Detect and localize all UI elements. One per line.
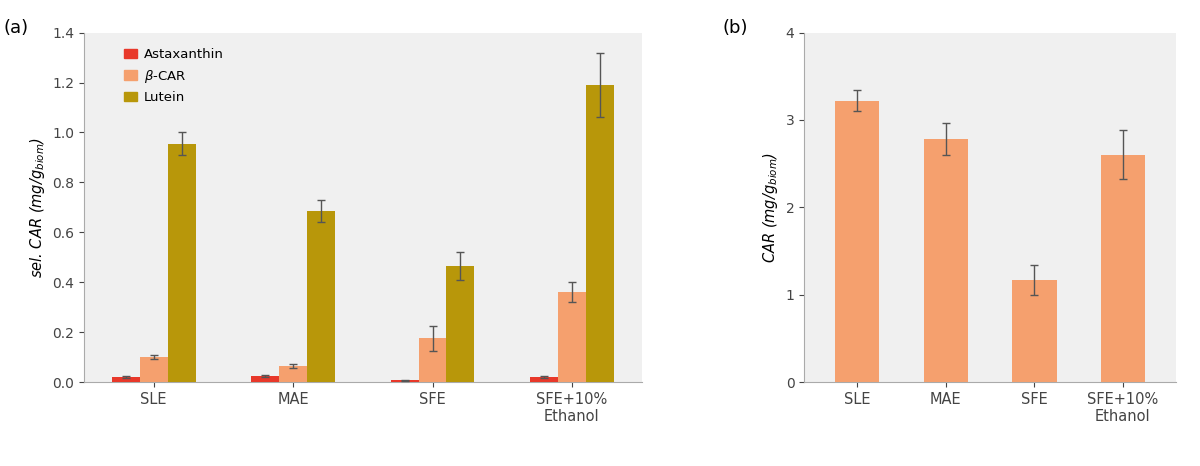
Bar bbox=[835, 101, 880, 382]
Bar bbox=[280, 366, 307, 382]
Bar bbox=[1100, 155, 1145, 382]
Bar bbox=[558, 292, 586, 382]
Bar bbox=[251, 376, 280, 382]
Bar bbox=[112, 377, 139, 382]
Text: (a): (a) bbox=[4, 19, 29, 37]
Bar bbox=[307, 211, 335, 382]
Legend: Astaxanthin, $\it{\beta}$-CAR, Lutein: Astaxanthin, $\it{\beta}$-CAR, Lutein bbox=[119, 43, 229, 110]
Bar bbox=[1013, 280, 1056, 382]
Bar bbox=[391, 380, 419, 382]
Bar bbox=[530, 377, 558, 382]
Y-axis label: sel. CAR (mg/g$_\mathregular{biom}$): sel. CAR (mg/g$_\mathregular{biom}$) bbox=[28, 137, 47, 278]
Y-axis label: CAR (mg/g$_\mathregular{biom}$): CAR (mg/g$_\mathregular{biom}$) bbox=[761, 152, 780, 263]
Bar bbox=[924, 139, 968, 382]
Text: (b): (b) bbox=[722, 19, 749, 37]
Bar bbox=[139, 357, 168, 382]
Bar bbox=[586, 85, 613, 382]
Bar bbox=[168, 144, 196, 382]
Bar bbox=[419, 338, 446, 382]
Bar bbox=[446, 266, 474, 382]
